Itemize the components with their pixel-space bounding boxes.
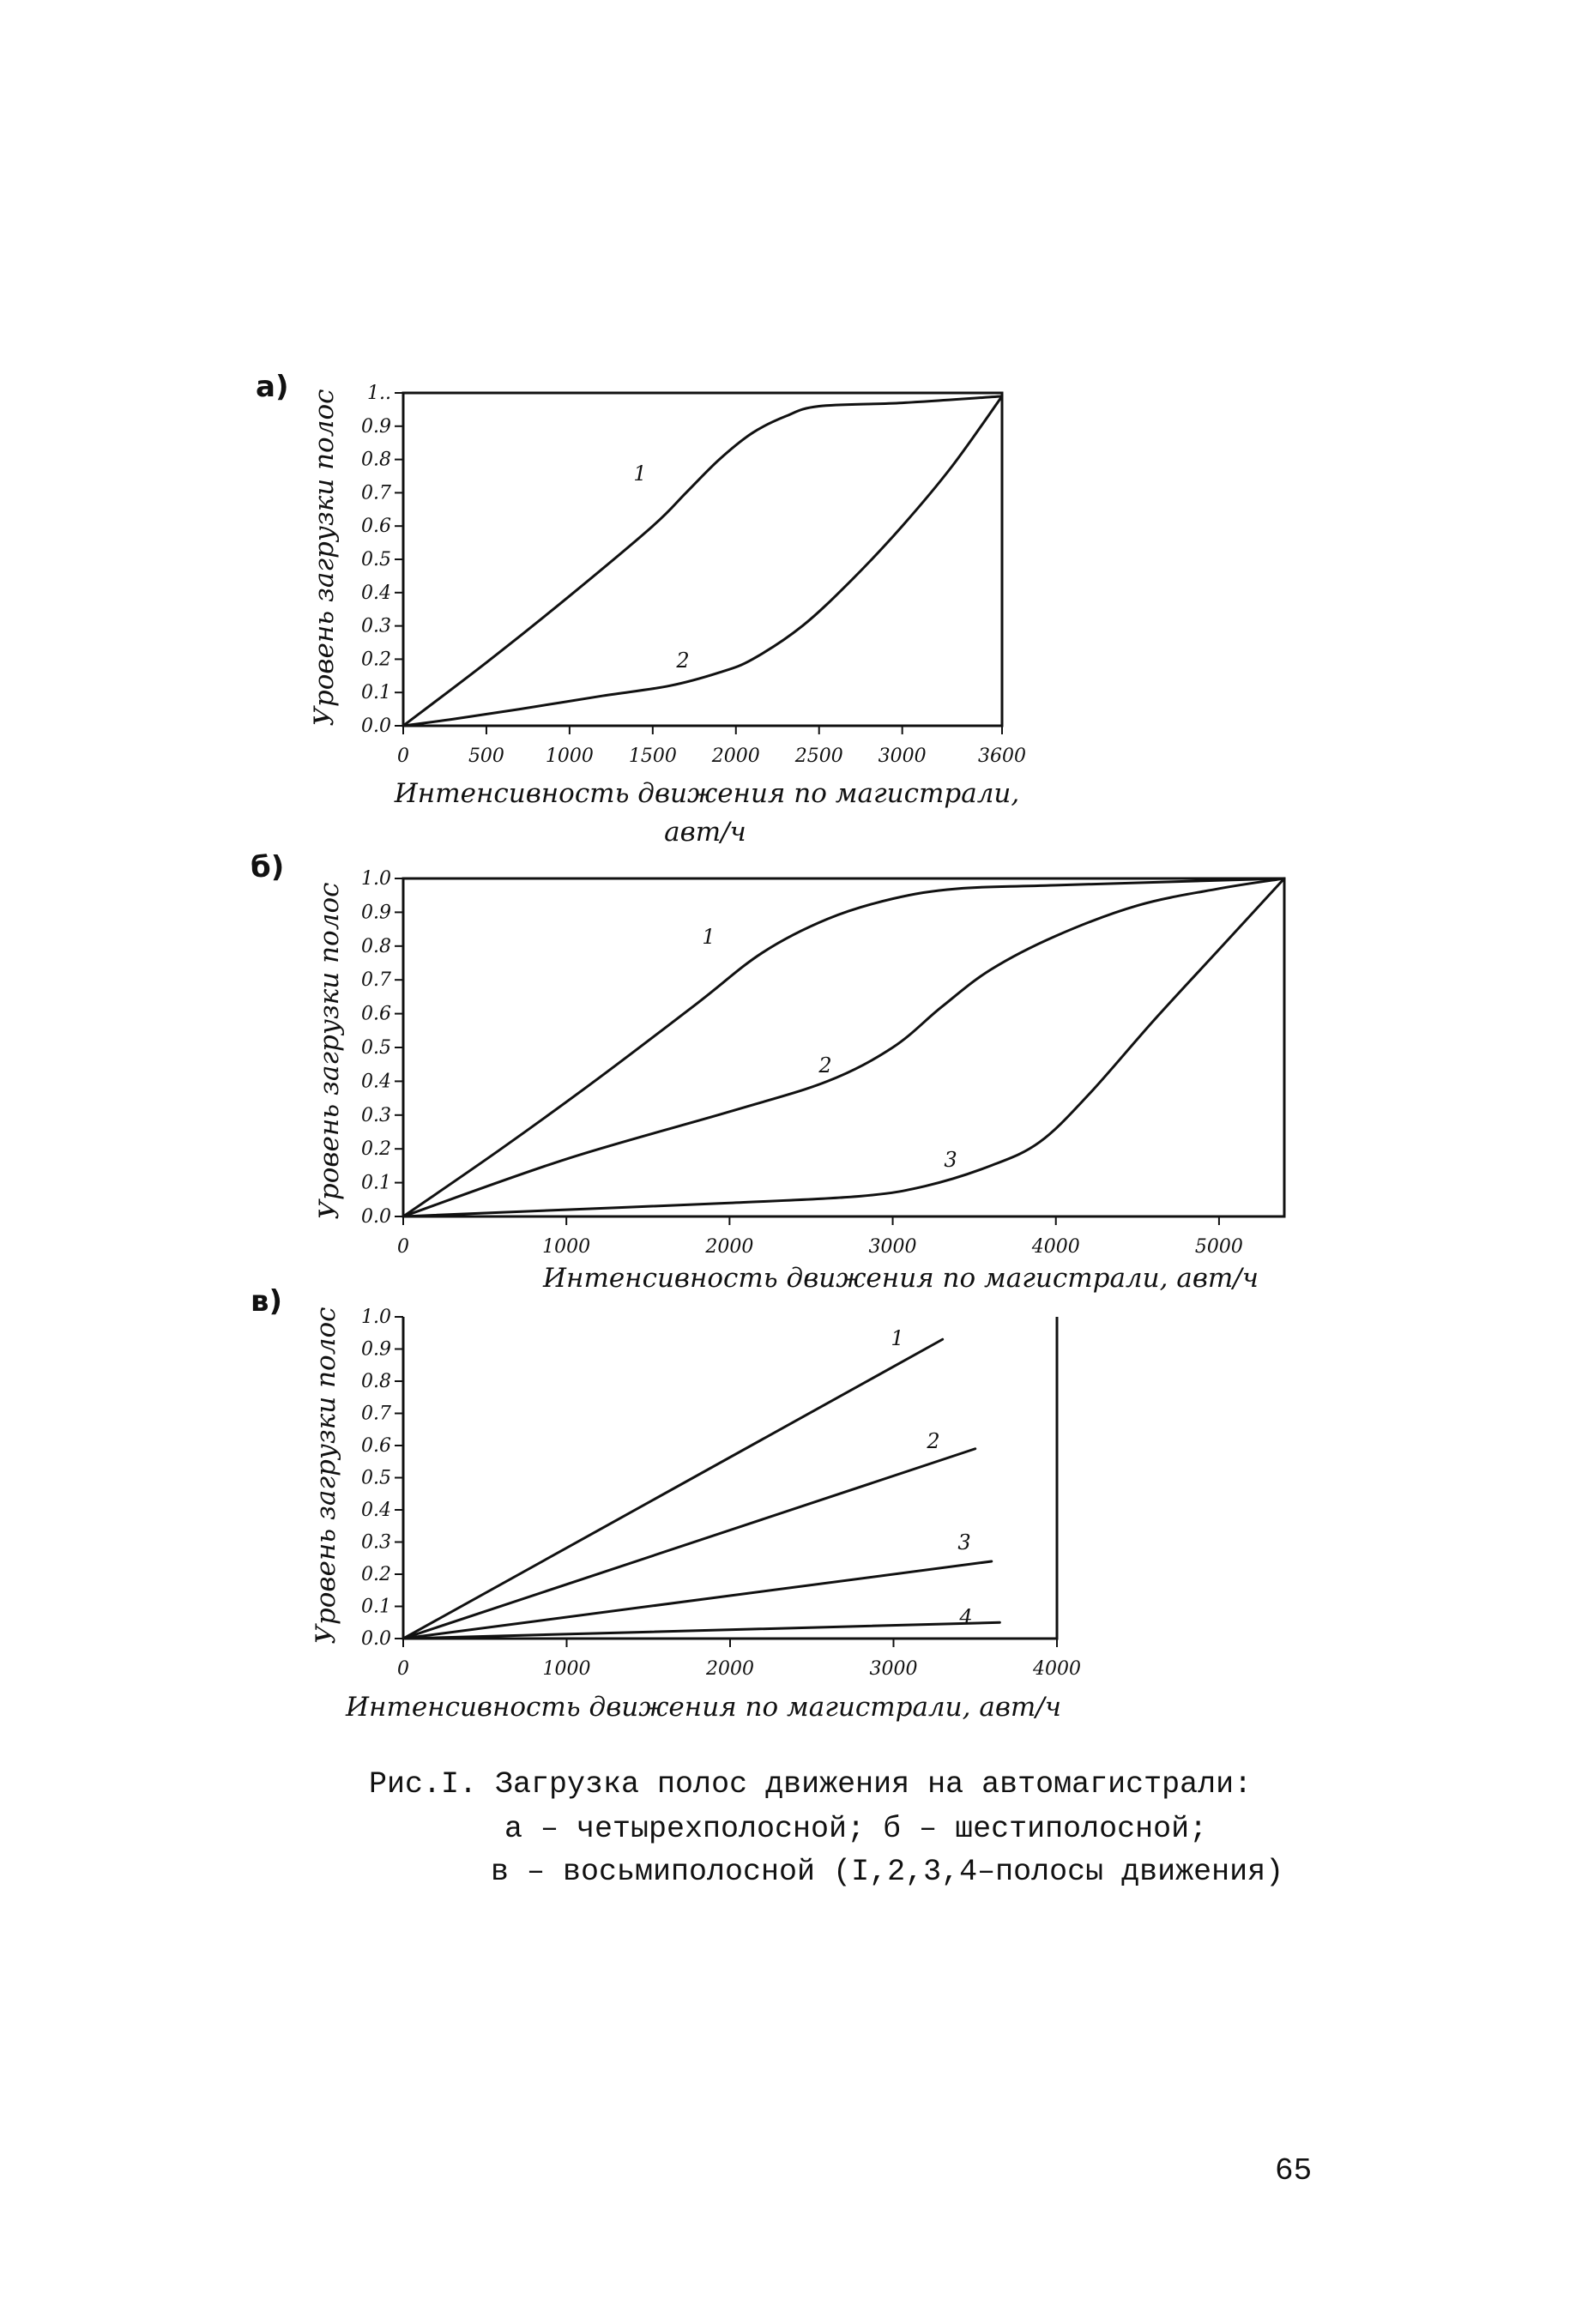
caption-line-3: в – восьмиполосной (I,2,3,4–полосы движе… bbox=[491, 1855, 1284, 1889]
chart-3-y-tick-label: 0.0 bbox=[361, 1628, 391, 1650]
chart-1-y-axis-title: Уровень загрузки полос bbox=[309, 389, 340, 727]
chart-1-series-1-label: 1 bbox=[633, 462, 646, 486]
chart-2-series-2-line bbox=[402, 877, 1286, 1218]
chart-1-frame bbox=[402, 391, 1004, 727]
chart-1-y-tick-label: 0.0 bbox=[361, 715, 391, 737]
chart-2-y-axis-title: Уровень загрузки полос bbox=[314, 883, 345, 1220]
chart-1-y-tick-label: 0.4 bbox=[361, 583, 391, 604]
chart-3-x-tick-label: 0 bbox=[397, 1658, 409, 1680]
caption-line-2: а – четырехполосной; б – шестиполосной; bbox=[504, 1812, 1208, 1846]
chart-3-x-tick-label: 2000 bbox=[705, 1658, 754, 1680]
chart-2-y-tick-label: 1.0 bbox=[361, 868, 391, 890]
chart-2-series-2-label: 2 bbox=[818, 1053, 831, 1077]
chart-1-x-tick-label: 1500 bbox=[629, 745, 677, 767]
chart-1-y-tick-label: 0.5 bbox=[361, 549, 391, 570]
chart-2-y-tick-label: 0.5 bbox=[361, 1037, 391, 1059]
chart-2-y-tick-label: 0.7 bbox=[361, 969, 391, 991]
chart-1-y-tick-label: 0.3 bbox=[361, 616, 391, 637]
chart-2-y-tick-label: 0.6 bbox=[361, 1004, 391, 1025]
chart-3-y-tick-label: 0.7 bbox=[361, 1403, 391, 1425]
chart-3-frame bbox=[402, 1317, 1059, 1640]
chart-1-x-tick-label: 2000 bbox=[711, 745, 760, 767]
chart-1-y-tick-label: 0.8 bbox=[361, 450, 391, 471]
chart-3-y-tick-label: 1.0 bbox=[361, 1307, 391, 1328]
chart-3-x-tick-label: 4000 bbox=[1032, 1658, 1081, 1680]
chart-2-series-3-label: 3 bbox=[944, 1148, 957, 1172]
chart-1-y-tick-label: 0.2 bbox=[361, 649, 391, 670]
chart-1-y-tick-label: 0.7 bbox=[361, 482, 391, 504]
chart-2-x-tick-label: 3000 bbox=[869, 1236, 917, 1258]
chart-1-y-tick-label: 1.. bbox=[367, 383, 391, 404]
chart-2-panel-label: б) bbox=[251, 850, 284, 884]
chart-3-series-3-line bbox=[402, 1560, 993, 1640]
chart-1-series-2-line bbox=[402, 395, 1004, 727]
chart-3-y-tick-label: 0.5 bbox=[361, 1468, 391, 1489]
chart-2-y-tick-label: 0.2 bbox=[361, 1138, 391, 1160]
chart-3-series-4-line bbox=[402, 1621, 1001, 1640]
chart-1-y-tick-label: 0.6 bbox=[361, 516, 391, 537]
chart-3-series-3-label: 3 bbox=[957, 1530, 970, 1554]
chart-2-x-tick-label: 0 bbox=[397, 1236, 409, 1258]
chart-2-y-tick-label: 0.0 bbox=[361, 1206, 391, 1228]
chart-2-y-tick-label: 0.4 bbox=[361, 1071, 391, 1092]
chart-2-series-1-label: 1 bbox=[702, 925, 715, 949]
chart-1-x-tick-label: 500 bbox=[468, 745, 504, 767]
chart-3-series-2-label: 2 bbox=[926, 1429, 939, 1453]
chart-3-y-tick-label: 0.4 bbox=[361, 1500, 391, 1521]
chart-2-x-tick-label: 1000 bbox=[542, 1236, 590, 1258]
chart-1-x-tick-label: 0 bbox=[397, 745, 409, 767]
chart-1-x-tick-label: 3000 bbox=[879, 745, 927, 767]
chart-3-y-tick-label: 0.8 bbox=[361, 1371, 391, 1392]
chart-1-x-tick-label: 1000 bbox=[546, 745, 594, 767]
chart-3-y-tick-label: 0.3 bbox=[361, 1532, 391, 1554]
chart-1-x-axis-title: Интенсивность движения по магистрали, bbox=[394, 778, 1020, 809]
chart-3-y-tick-label: 0.1 bbox=[361, 1597, 391, 1618]
chart-2-x-axis-title: Интенсивность движения по магистрали, ав… bbox=[542, 1263, 1259, 1294]
chart-2-y-tick-label: 0.8 bbox=[361, 936, 391, 957]
chart-1-panel-label: а) bbox=[256, 370, 288, 404]
chart-3-panel-label: в) bbox=[251, 1284, 282, 1319]
chart-3-y-tick-label: 0.9 bbox=[361, 1339, 391, 1361]
chart-2-y-tick-label: 0.1 bbox=[361, 1173, 391, 1194]
chart-3-series-1-line bbox=[402, 1337, 945, 1640]
page-number: 65 bbox=[1275, 2153, 1313, 2188]
chart-3-y-tick-label: 0.2 bbox=[361, 1564, 391, 1585]
chart-1-x-axis-units: авт/ч bbox=[664, 817, 746, 848]
chart-2-x-tick-label: 5000 bbox=[1195, 1236, 1243, 1258]
chart-2-x-tick-label: 4000 bbox=[1031, 1236, 1080, 1258]
chart-1-x-tick-label: 2500 bbox=[794, 745, 843, 767]
chart-2-series-1-line bbox=[402, 877, 1286, 1218]
chart-3-x-tick-label: 3000 bbox=[870, 1658, 918, 1680]
chart-2-y-tick-label: 0.9 bbox=[361, 902, 391, 923]
chart-1-series-1-line bbox=[402, 395, 1004, 727]
chart-3-x-axis-title: Интенсивность движения по магистрали, ав… bbox=[345, 1692, 1061, 1723]
chart-2-frame bbox=[402, 877, 1286, 1218]
chart-3-series-1-label: 1 bbox=[891, 1326, 903, 1350]
caption-line-1: Рис.I. Загрузка полос движения на автома… bbox=[369, 1767, 1253, 1802]
chart-3-y-axis-title: Уровень загрузки полос bbox=[311, 1307, 341, 1645]
chart-1-x-tick-label: 3600 bbox=[978, 745, 1026, 767]
chart-1-y-tick-label: 0.9 bbox=[361, 416, 391, 438]
chart-3-series-4-label: 4 bbox=[958, 1605, 972, 1629]
chart-1-series-2-label: 2 bbox=[675, 649, 689, 673]
chart-2-series-3-line bbox=[402, 877, 1286, 1218]
chart-1-y-tick-label: 0.1 bbox=[361, 682, 391, 703]
chart-3-series-2-line bbox=[402, 1447, 977, 1640]
chart-2-y-tick-label: 0.3 bbox=[361, 1105, 391, 1126]
chart-3-x-tick-label: 1000 bbox=[543, 1658, 591, 1680]
chart-2-x-tick-label: 2000 bbox=[704, 1236, 753, 1258]
chart-3-y-tick-label: 0.6 bbox=[361, 1435, 391, 1457]
